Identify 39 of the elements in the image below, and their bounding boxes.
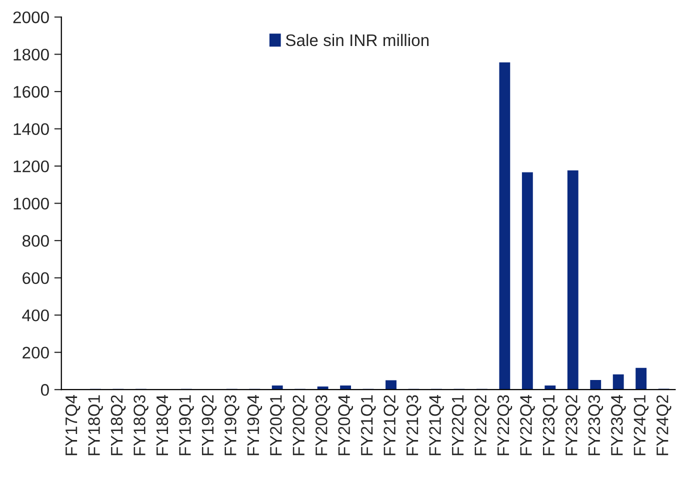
x-tick-label: FY21Q4	[429, 394, 444, 456]
y-tick-label: 1200	[14, 160, 49, 172]
x-tick-label: FY18Q1	[88, 395, 103, 456]
x-tick-label: FY19Q3	[224, 395, 240, 456]
x-tick-label: FY22Q1	[452, 395, 467, 456]
legend-label: Sale sin INR million	[286, 34, 429, 46]
x-tick-label: FY19Q1	[179, 395, 194, 456]
y-tick-label: 600	[22, 272, 49, 284]
x-tick-label: FY19Q2	[202, 395, 217, 456]
x-tick-label: FY17Q4	[65, 394, 80, 456]
x-tick-label: FY20Q1	[270, 395, 285, 456]
y-tick-label: 2000	[13, 11, 49, 24]
x-tick-label: FY24Q1	[634, 395, 649, 456]
x-tick-label: FY21Q3	[406, 395, 422, 456]
x-tick-label: FY23Q1	[542, 395, 558, 456]
y-tick-label: 1600	[14, 86, 49, 98]
x-tick-label: FY20Q4	[338, 394, 354, 456]
x-tick-label: FY21Q2	[384, 395, 398, 456]
y-tick-label: 1800	[14, 48, 49, 61]
y-tick-label: 1400	[14, 123, 49, 136]
x-tick-label: FY18Q2	[110, 395, 126, 456]
x-tick-label: FY21Q1	[360, 395, 376, 456]
x-tick-label: FY24Q2	[656, 395, 672, 456]
x-tick-label: FY23Q2	[566, 395, 580, 456]
x-tick-label: FY22Q2	[474, 395, 490, 456]
x-tick-label: FY20Q3	[315, 395, 330, 456]
x-tick-label: FY23Q4	[611, 394, 626, 456]
x-tick-label: FY22Q3	[497, 395, 512, 456]
y-tick-label: 400	[22, 309, 49, 322]
x-tick-label: FY20Q2	[292, 395, 308, 456]
y-tick-label: 200	[22, 346, 49, 359]
x-tick-label: FY19Q4	[247, 394, 262, 456]
x-tick-label: FY18Q4	[156, 394, 172, 456]
y-tick-label: 0	[40, 384, 49, 396]
x-tick-label: FY22Q4	[520, 394, 535, 456]
x-tick-label: FY23Q3	[588, 395, 604, 456]
y-tick-label: 800	[22, 234, 49, 247]
y-tick-label: 1000	[14, 198, 49, 210]
x-tick-label: FY18Q3	[134, 395, 148, 456]
